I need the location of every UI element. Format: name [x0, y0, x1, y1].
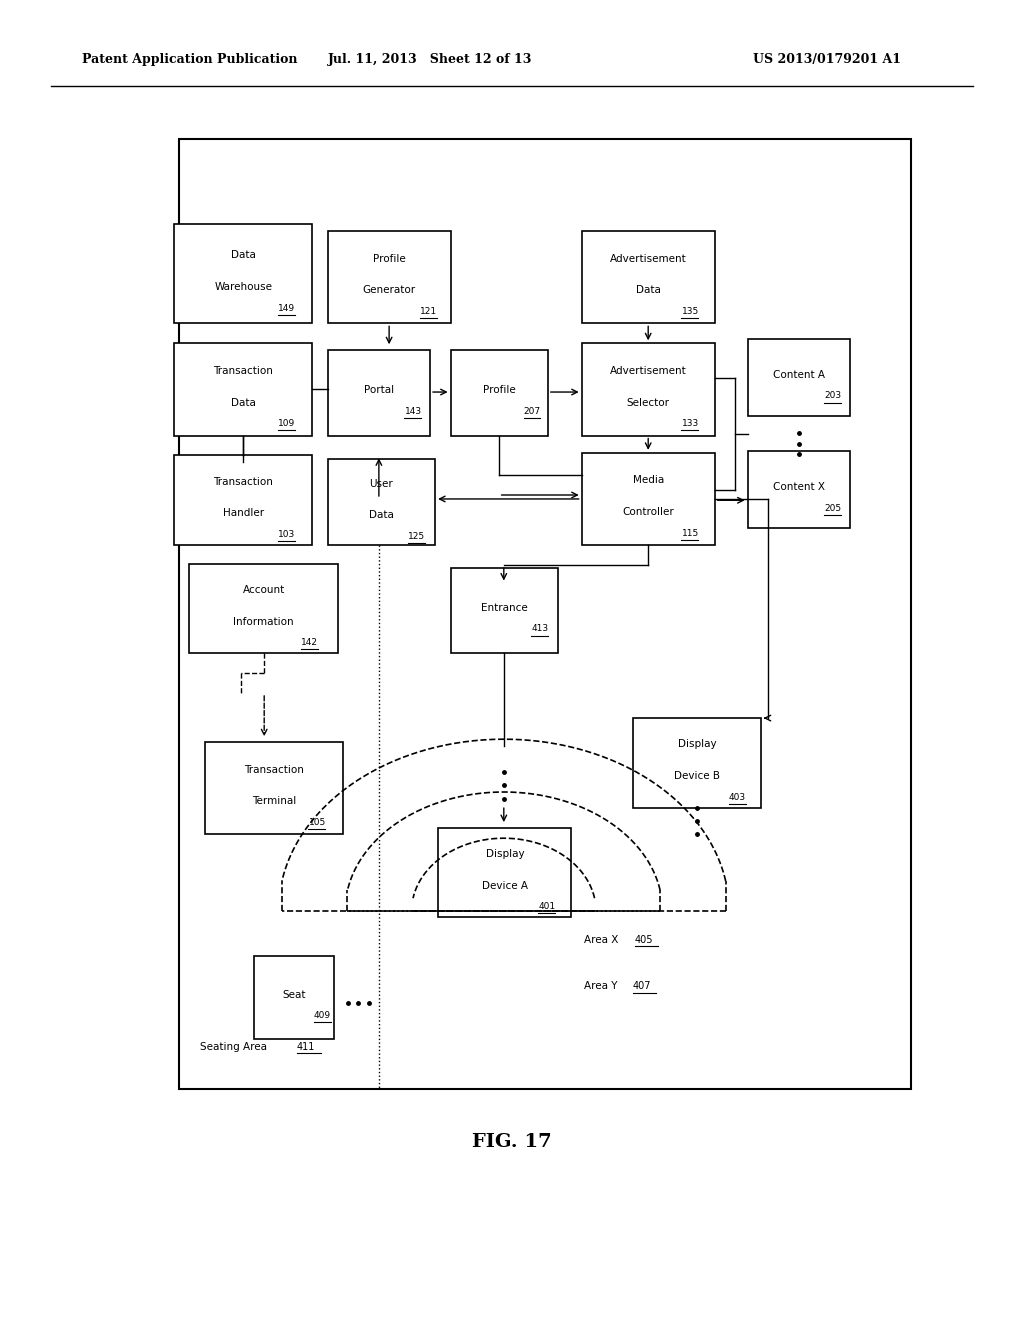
Text: Seat: Seat — [283, 990, 305, 999]
Text: 203: 203 — [824, 392, 842, 400]
Text: Transaction: Transaction — [244, 764, 304, 775]
Text: 401: 401 — [539, 903, 555, 911]
Bar — [328, 350, 430, 436]
Bar — [582, 343, 715, 436]
Text: 109: 109 — [278, 420, 295, 428]
Text: Seating Area: Seating Area — [200, 1041, 273, 1052]
Text: Transaction: Transaction — [213, 366, 273, 376]
Bar — [179, 139, 911, 1089]
Text: Advertisement: Advertisement — [610, 366, 686, 376]
Text: 411: 411 — [297, 1041, 315, 1052]
Bar — [438, 828, 571, 917]
Text: 142: 142 — [301, 639, 317, 647]
Text: Portal: Portal — [364, 385, 394, 395]
Text: Area X: Area X — [584, 935, 625, 945]
Text: Data: Data — [369, 511, 394, 520]
Text: Data: Data — [230, 397, 256, 408]
Bar — [748, 339, 850, 416]
Bar — [174, 224, 312, 323]
Bar — [205, 742, 343, 834]
Text: 143: 143 — [404, 407, 422, 416]
Text: Device B: Device B — [674, 771, 720, 781]
Bar — [328, 459, 435, 545]
Text: Jul. 11, 2013   Sheet 12 of 13: Jul. 11, 2013 Sheet 12 of 13 — [328, 53, 532, 66]
Bar — [451, 568, 558, 653]
Text: Handler: Handler — [222, 508, 264, 519]
Text: 135: 135 — [682, 308, 698, 315]
Text: Profile: Profile — [373, 253, 406, 264]
Text: Data: Data — [636, 285, 660, 296]
Text: Generator: Generator — [362, 285, 416, 296]
Text: Warehouse: Warehouse — [214, 282, 272, 292]
Text: Display: Display — [485, 849, 524, 859]
Bar — [582, 231, 715, 323]
Bar — [174, 343, 312, 436]
Text: 207: 207 — [523, 407, 541, 416]
Text: 105: 105 — [308, 818, 326, 826]
Text: Device A: Device A — [482, 880, 527, 891]
Text: Account: Account — [243, 585, 285, 595]
Bar — [582, 453, 715, 545]
Text: 405: 405 — [635, 935, 653, 945]
Text: Information: Information — [233, 616, 294, 627]
Text: Content A: Content A — [773, 370, 824, 380]
Bar — [451, 350, 548, 436]
Text: 409: 409 — [313, 1011, 331, 1020]
Text: Patent Application Publication: Patent Application Publication — [82, 53, 297, 66]
Text: 103: 103 — [278, 531, 295, 539]
Text: Selector: Selector — [627, 397, 670, 408]
Text: User: User — [370, 479, 393, 488]
Text: Entrance: Entrance — [481, 603, 527, 612]
Text: 133: 133 — [682, 420, 698, 428]
Text: Advertisement: Advertisement — [610, 253, 686, 264]
Text: Profile: Profile — [483, 385, 515, 395]
Text: Content X: Content X — [773, 482, 824, 492]
Bar — [633, 718, 761, 808]
Text: FIG. 17: FIG. 17 — [472, 1133, 552, 1151]
Text: Transaction: Transaction — [213, 477, 273, 487]
Bar — [174, 455, 312, 545]
Text: 205: 205 — [824, 504, 842, 512]
Text: Area Y: Area Y — [584, 981, 624, 991]
Text: 115: 115 — [682, 529, 698, 537]
Text: US 2013/0179201 A1: US 2013/0179201 A1 — [753, 53, 901, 66]
Bar — [328, 231, 451, 323]
Text: 121: 121 — [420, 308, 437, 315]
Bar — [189, 564, 338, 653]
Text: 407: 407 — [633, 981, 651, 991]
Text: Display: Display — [678, 739, 716, 750]
Text: Data: Data — [230, 251, 256, 260]
Text: Media: Media — [633, 475, 664, 486]
Text: Terminal: Terminal — [252, 796, 296, 807]
Text: 403: 403 — [729, 793, 745, 801]
Text: 149: 149 — [278, 304, 295, 313]
Bar — [254, 956, 334, 1039]
Text: Controller: Controller — [623, 507, 674, 517]
Bar — [748, 451, 850, 528]
Text: 413: 413 — [531, 624, 548, 634]
Text: 125: 125 — [409, 532, 425, 541]
